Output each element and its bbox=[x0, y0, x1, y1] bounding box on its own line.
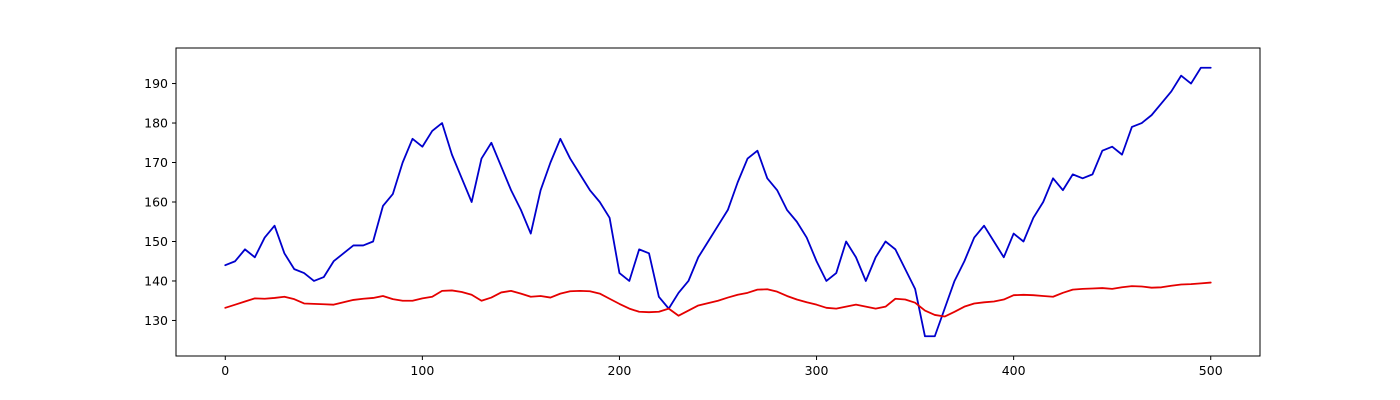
x-tick-label: 0 bbox=[221, 363, 229, 378]
series-layer bbox=[224, 66, 1212, 338]
y-tick-label: 170 bbox=[144, 155, 168, 170]
y-tick-label: 190 bbox=[144, 76, 168, 91]
x-tick-label: 100 bbox=[410, 363, 434, 378]
y-tick-label: 160 bbox=[144, 195, 168, 210]
x-tick-label: 200 bbox=[608, 363, 632, 378]
x-tick-label: 500 bbox=[1199, 363, 1223, 378]
y-tick-label: 140 bbox=[144, 273, 168, 288]
y-tick-label: 150 bbox=[144, 234, 168, 249]
y-tick-label: 180 bbox=[144, 116, 168, 131]
plot-frame bbox=[175, 47, 1261, 357]
y-tick-label: 130 bbox=[144, 313, 168, 328]
axes-layer: 0 100 200 300 400 500 130 140 150 160 170 180 190 bbox=[144, 47, 1261, 378]
x-tick-label: 300 bbox=[805, 363, 829, 378]
x-tick-label: 400 bbox=[1002, 363, 1026, 378]
series-line-1 bbox=[224, 66, 1212, 338]
series-line-2 bbox=[224, 281, 1212, 318]
